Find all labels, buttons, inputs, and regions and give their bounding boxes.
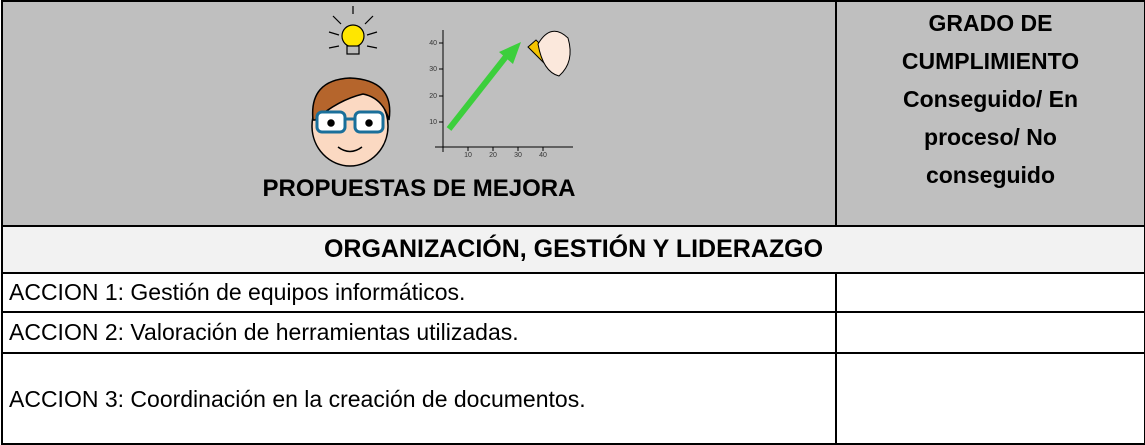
x-tick-label: 40 (539, 152, 547, 159)
light-bulb (328, 6, 378, 55)
action-cell: ACCION 2: Valoración de herramientas uti… (1, 311, 837, 354)
action-cell: ACCION 1: Gestión de equipos informático… (1, 272, 837, 313)
y-tick-label: 20 (429, 93, 437, 100)
status-line: CUMPLIMIENTO (901, 48, 1080, 74)
y-tick-label: 10 (429, 119, 437, 126)
illustration: 10 20 30 40 10 20 30 40 (311, 6, 573, 167)
header-row: 10 20 30 40 10 20 30 40 PROPUESTAS DE ME… (1, 0, 1145, 227)
action-cell: ACCION 3: Coordinación en la creación de… (1, 352, 837, 445)
table-row: ACCION 1: Gestión de equipos informático… (1, 272, 1145, 313)
status-line: conseguido (925, 162, 1056, 188)
y-tick-label: 40 (429, 40, 437, 47)
header-cell: 10 20 30 40 10 20 30 40 PROPUESTAS DE ME… (1, 0, 837, 227)
table-row: ACCION 3: Coordinación en la creación de… (1, 352, 1145, 445)
x-tick-label: 20 (489, 152, 497, 159)
status-cell (835, 311, 1145, 354)
status-line: proceso/ No (924, 124, 1057, 150)
x-tick-label: 10 (464, 152, 472, 159)
status-line: GRADO DE (928, 10, 1053, 36)
y-tick-label: 30 (429, 66, 437, 73)
x-tick-label: 30 (514, 152, 522, 159)
status-cell (835, 352, 1145, 445)
section-row: ORGANIZACIÓN, GESTIÓN Y LIDERAZGO (1, 225, 1145, 274)
status-line: Conseguido/ En (902, 86, 1079, 112)
header-title: PROPUESTAS DE MEJORA (262, 175, 576, 202)
table-row: ACCION 2: Valoración de herramientas uti… (1, 311, 1145, 354)
section-title: ORGANIZACIÓN, GESTIÓN Y LIDERAZGO (1, 225, 1145, 274)
chart-drawing (435, 30, 573, 152)
status-header: GRADO DE CUMPLIMIENTO Conseguido/ En pro… (835, 0, 1145, 227)
status-cell (835, 272, 1145, 313)
face (311, 77, 391, 167)
